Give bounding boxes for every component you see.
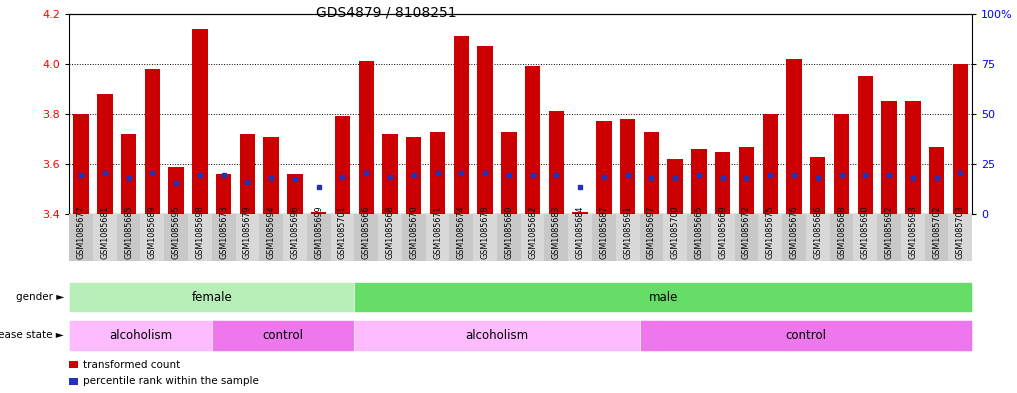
Text: GSM1085689: GSM1085689 (147, 206, 157, 259)
Text: GSM1085687: GSM1085687 (599, 206, 608, 259)
Text: GSM1085678: GSM1085678 (481, 206, 489, 259)
Text: GSM1085688: GSM1085688 (837, 206, 846, 259)
Bar (596, 121, 611, 214)
Text: GSM1085668: GSM1085668 (385, 206, 395, 259)
Text: GSM1085669: GSM1085669 (718, 206, 727, 259)
Bar (169, 167, 184, 214)
Bar (644, 132, 659, 214)
Text: GSM1085672: GSM1085672 (742, 206, 751, 259)
Text: GSM1085676: GSM1085676 (789, 206, 798, 259)
Text: gender ►: gender ► (16, 292, 64, 302)
Text: alcoholism: alcoholism (466, 329, 529, 342)
Bar (73, 114, 88, 214)
Text: GSM1085699: GSM1085699 (314, 206, 323, 259)
Bar (929, 147, 945, 214)
Bar (192, 29, 207, 214)
Text: control: control (785, 329, 827, 342)
Text: GDS4879 / 8108251: GDS4879 / 8108251 (316, 6, 457, 20)
Text: GSM1085665: GSM1085665 (695, 206, 704, 259)
Text: male: male (649, 290, 678, 304)
Text: transformed count: transformed count (83, 360, 181, 370)
Text: GSM1085696: GSM1085696 (291, 206, 299, 259)
Bar (121, 134, 136, 214)
Bar (882, 101, 897, 214)
Text: GSM1085673: GSM1085673 (219, 206, 228, 259)
Bar (144, 69, 160, 214)
Text: GSM1085701: GSM1085701 (338, 206, 347, 259)
Bar (406, 136, 421, 214)
Text: GSM1085686: GSM1085686 (814, 206, 823, 259)
Text: GSM1085675: GSM1085675 (766, 206, 775, 259)
Text: GSM1085681: GSM1085681 (101, 206, 109, 259)
Bar (454, 36, 469, 214)
Bar (548, 112, 564, 214)
Bar (97, 94, 113, 214)
Bar (240, 134, 255, 214)
Text: GSM1085703: GSM1085703 (956, 206, 965, 259)
Text: GSM1085702: GSM1085702 (933, 206, 941, 259)
Text: GSM1085679: GSM1085679 (243, 206, 252, 259)
Text: control: control (262, 329, 303, 342)
Text: GSM1085697: GSM1085697 (647, 206, 656, 259)
Text: GSM1085682: GSM1085682 (528, 206, 537, 259)
Bar (763, 114, 778, 214)
Bar (738, 147, 755, 214)
Bar (382, 134, 398, 214)
Bar (953, 64, 968, 214)
Text: GSM1085692: GSM1085692 (885, 206, 894, 259)
Bar (811, 156, 826, 214)
Bar (905, 101, 920, 214)
Text: GSM1085680: GSM1085680 (504, 206, 514, 259)
Text: GSM1085694: GSM1085694 (266, 206, 276, 259)
Bar (311, 212, 326, 214)
Text: GSM1085670: GSM1085670 (409, 206, 418, 259)
Bar (620, 119, 636, 214)
Text: GSM1085683: GSM1085683 (552, 206, 560, 259)
Bar (715, 152, 730, 214)
Bar (692, 149, 707, 214)
Text: GSM1085685: GSM1085685 (124, 206, 133, 259)
Bar (834, 114, 849, 214)
Text: alcoholism: alcoholism (109, 329, 172, 342)
Text: GSM1085671: GSM1085671 (433, 206, 442, 259)
Text: GSM1085666: GSM1085666 (362, 206, 371, 259)
Bar (857, 76, 873, 214)
Text: GSM1085684: GSM1085684 (576, 206, 585, 259)
Bar (216, 174, 231, 214)
Bar (263, 136, 279, 214)
Text: GSM1085690: GSM1085690 (860, 206, 870, 259)
Text: GSM1085695: GSM1085695 (172, 206, 181, 259)
Bar (335, 116, 350, 214)
Text: GSM1085700: GSM1085700 (670, 206, 679, 259)
Text: disease state ►: disease state ► (0, 330, 64, 340)
Bar (430, 132, 445, 214)
Text: GSM1085674: GSM1085674 (457, 206, 466, 259)
Bar (525, 66, 540, 214)
Text: GSM1085691: GSM1085691 (623, 206, 633, 259)
Text: GSM1085677: GSM1085677 (76, 206, 85, 259)
Text: female: female (191, 290, 232, 304)
Bar (359, 61, 374, 214)
Text: GSM1085698: GSM1085698 (195, 206, 204, 259)
Text: GSM1085693: GSM1085693 (908, 206, 917, 259)
Bar (287, 174, 303, 214)
Bar (573, 212, 588, 214)
Bar (477, 46, 493, 214)
Text: percentile rank within the sample: percentile rank within the sample (83, 376, 259, 386)
Bar (786, 59, 801, 214)
Bar (501, 132, 517, 214)
Bar (667, 159, 682, 214)
